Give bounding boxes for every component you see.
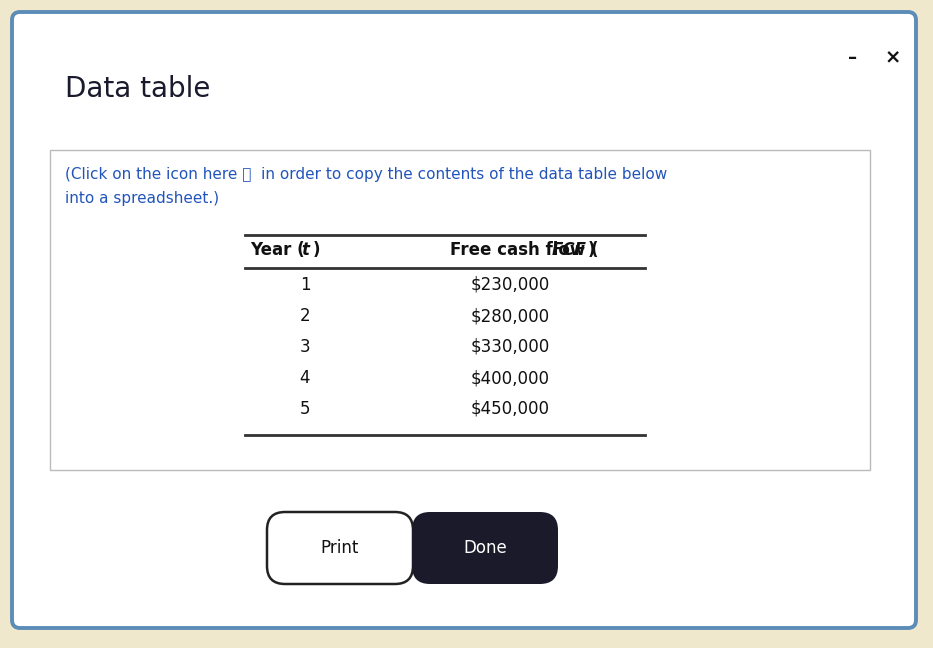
Text: 2: 2	[299, 307, 311, 325]
Text: $280,000: $280,000	[470, 307, 550, 325]
Text: Year (: Year (	[250, 241, 305, 259]
Text: $450,000: $450,000	[470, 400, 550, 418]
Text: ): )	[313, 241, 321, 259]
Text: 3: 3	[299, 338, 311, 356]
Text: Print: Print	[321, 539, 359, 557]
Text: (Click on the icon here ⎘  in order to copy the contents of the data table below: (Click on the icon here ⎘ in order to co…	[65, 167, 667, 182]
FancyBboxPatch shape	[412, 512, 558, 584]
FancyBboxPatch shape	[12, 12, 916, 628]
Text: ): )	[588, 241, 595, 259]
Text: Data table: Data table	[65, 75, 210, 103]
Text: 5: 5	[299, 400, 311, 418]
Text: into a spreadsheet.): into a spreadsheet.)	[65, 191, 219, 206]
FancyBboxPatch shape	[50, 150, 870, 470]
Text: Free cash flow (: Free cash flow (	[450, 241, 598, 259]
FancyBboxPatch shape	[267, 512, 413, 584]
Text: 4: 4	[299, 369, 311, 387]
Text: $330,000: $330,000	[470, 338, 550, 356]
Text: t: t	[301, 241, 309, 259]
Text: 1: 1	[299, 276, 311, 294]
Text: $230,000: $230,000	[470, 276, 550, 294]
Text: –: –	[848, 49, 857, 67]
Text: FCF: FCF	[552, 241, 587, 259]
Text: ×: ×	[884, 49, 901, 67]
Text: $400,000: $400,000	[470, 369, 550, 387]
Text: Done: Done	[463, 539, 507, 557]
